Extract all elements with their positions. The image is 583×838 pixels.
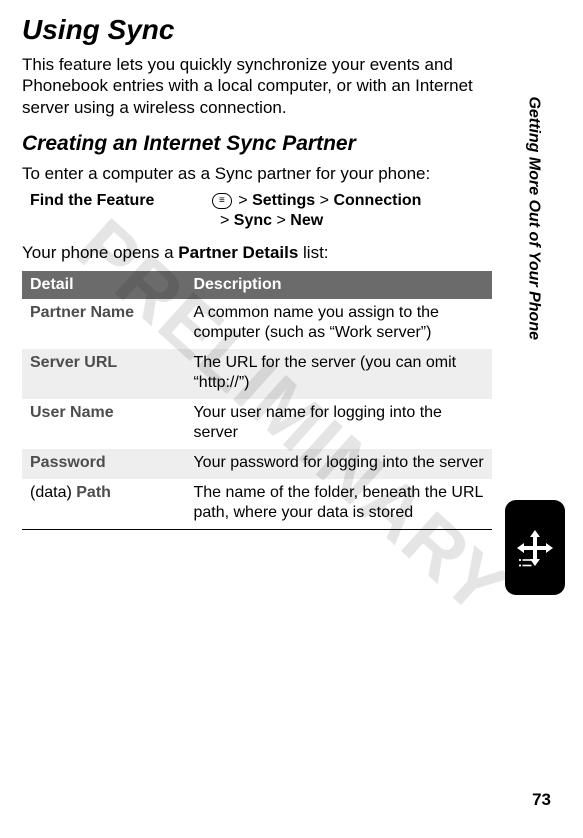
after-nav-paragraph: Your phone opens a Partner Details list: — [22, 242, 502, 263]
page-title: Using Sync — [22, 14, 502, 46]
table-row: User Name Your user name for logging int… — [22, 399, 492, 449]
page-number: 73 — [532, 790, 551, 810]
table-row: Server URL The URL for the server (you c… — [22, 349, 492, 399]
find-feature-row: Find the Feature ≡ > Settings > Connecti… — [22, 192, 502, 210]
cell-description: A common name you assign to the computer… — [185, 299, 492, 349]
col-description: Description — [185, 271, 492, 299]
chapter-side-label: Getting More Out of Your Phone — [525, 96, 543, 340]
cell-detail-name: Password — [30, 454, 106, 471]
details-table: Detail Description Partner Name A common… — [22, 271, 492, 530]
after-nav-post: list: — [298, 243, 328, 262]
section-heading: Creating an Internet Sync Partner — [22, 132, 502, 156]
nav-step-connection: Connection — [333, 192, 421, 209]
col-detail: Detail — [22, 271, 185, 299]
cell-detail-name: Server URL — [30, 354, 117, 371]
after-nav-pre: Your phone opens a — [22, 243, 178, 262]
after-nav-ui: Partner Details — [178, 243, 298, 262]
table-row: Password Your password for logging into … — [22, 449, 492, 479]
cell-description: The name of the folder, beneath the URL … — [185, 479, 492, 530]
cell-description: The URL for the server (you can omit “ht… — [185, 349, 492, 399]
phone-sync-icon — [505, 500, 565, 595]
menu-key-icon: ≡ — [212, 193, 232, 209]
cell-detail-prefix: (data) — [30, 484, 76, 501]
nav-step-settings: Settings — [252, 192, 315, 209]
table-row: Partner Name A common name you assign to… — [22, 299, 492, 349]
cell-detail-name: Partner Name — [30, 304, 134, 321]
page: PRELIMINARY Using Sync This feature lets… — [0, 0, 583, 838]
table-header-row: Detail Description — [22, 271, 492, 299]
content-column: Using Sync This feature lets you quickly… — [22, 14, 502, 530]
lead-in-paragraph: To enter a computer as a Sync partner fo… — [22, 163, 502, 184]
find-feature-label: Find the Feature — [22, 192, 212, 210]
cell-detail: User Name — [22, 399, 185, 449]
nav-path-line-2: > Sync > New — [22, 212, 502, 230]
cell-detail: Server URL — [22, 349, 185, 399]
nav-path-line-1: ≡ > Settings > Connection — [212, 192, 421, 210]
table-row: (data) Path The name of the folder, bene… — [22, 479, 492, 530]
cell-detail: (data) Path — [22, 479, 185, 530]
cell-detail: Password — [22, 449, 185, 479]
nav-step-new: New — [290, 212, 323, 229]
cell-detail-name: User Name — [30, 404, 114, 421]
cell-description: Your user name for logging into the serv… — [185, 399, 492, 449]
cell-detail: Partner Name — [22, 299, 185, 349]
nav-step-sync: Sync — [234, 212, 272, 229]
cell-detail-name: Path — [76, 484, 111, 501]
intro-paragraph: This feature lets you quickly synchroniz… — [22, 54, 492, 118]
cell-description: Your password for logging into the serve… — [185, 449, 492, 479]
